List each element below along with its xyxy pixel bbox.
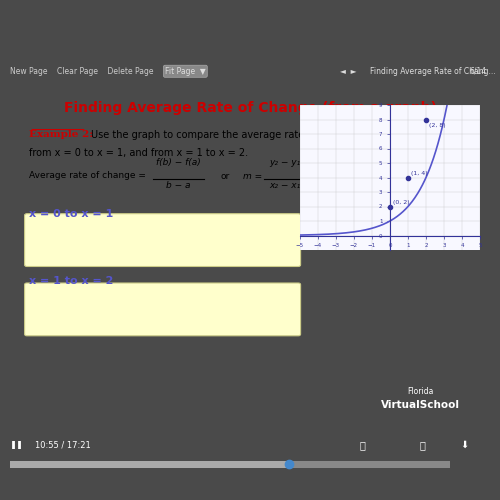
Text: ⛶: ⛶: [420, 440, 426, 450]
Text: Finding Average Rate of Chang...: Finding Average Rate of Chang...: [370, 66, 496, 76]
Text: 6/14: 6/14: [470, 66, 487, 76]
Text: (0, 2): (0, 2): [392, 200, 409, 205]
Text: f(b) − f(a): f(b) − f(a): [156, 158, 201, 168]
Text: ⬇: ⬇: [460, 440, 468, 450]
Text: (2, 8): (2, 8): [428, 123, 446, 128]
Text: x = 0 to x = 1: x = 0 to x = 1: [29, 208, 114, 218]
Text: m =: m =: [243, 172, 265, 182]
Text: 🔊: 🔊: [360, 440, 366, 450]
Text: ❚❚: ❚❚: [10, 440, 24, 449]
Text: or: or: [220, 172, 230, 182]
Text: y₂ − y₁: y₂ − y₁: [269, 158, 300, 168]
FancyBboxPatch shape: [24, 283, 300, 336]
Text: Use the graph to compare the average rate of change: Use the graph to compare the average rat…: [92, 130, 356, 140]
Text: x = 1 to x = 2: x = 1 to x = 2: [29, 276, 114, 286]
Text: Florida: Florida: [407, 388, 433, 396]
Text: 10:55 / 17:21: 10:55 / 17:21: [35, 440, 91, 449]
Text: New Page    Clear Page    Delete Page: New Page Clear Page Delete Page: [10, 66, 154, 76]
Text: VirtualSchool: VirtualSchool: [380, 400, 460, 410]
FancyBboxPatch shape: [24, 214, 300, 266]
Bar: [10, 461, 450, 468]
Text: x₂ − x₁: x₂ − x₁: [269, 180, 300, 190]
Text: b − a: b − a: [166, 180, 191, 190]
Text: ◄  ►: ◄ ►: [340, 66, 356, 76]
Text: Finding Average Rate of Change (from a graph): Finding Average Rate of Change (from a g…: [64, 102, 436, 116]
Bar: [10, 461, 289, 468]
Text: Average rate of change =: Average rate of change =: [29, 171, 149, 180]
Text: Example 2:: Example 2:: [29, 130, 94, 138]
Text: (1, 4): (1, 4): [410, 172, 428, 176]
Text: Fit Page  ▼: Fit Page ▼: [165, 66, 206, 76]
Text: from x = 0 to x = 1, and from x = 1 to x = 2.: from x = 0 to x = 1, and from x = 1 to x…: [29, 148, 248, 158]
